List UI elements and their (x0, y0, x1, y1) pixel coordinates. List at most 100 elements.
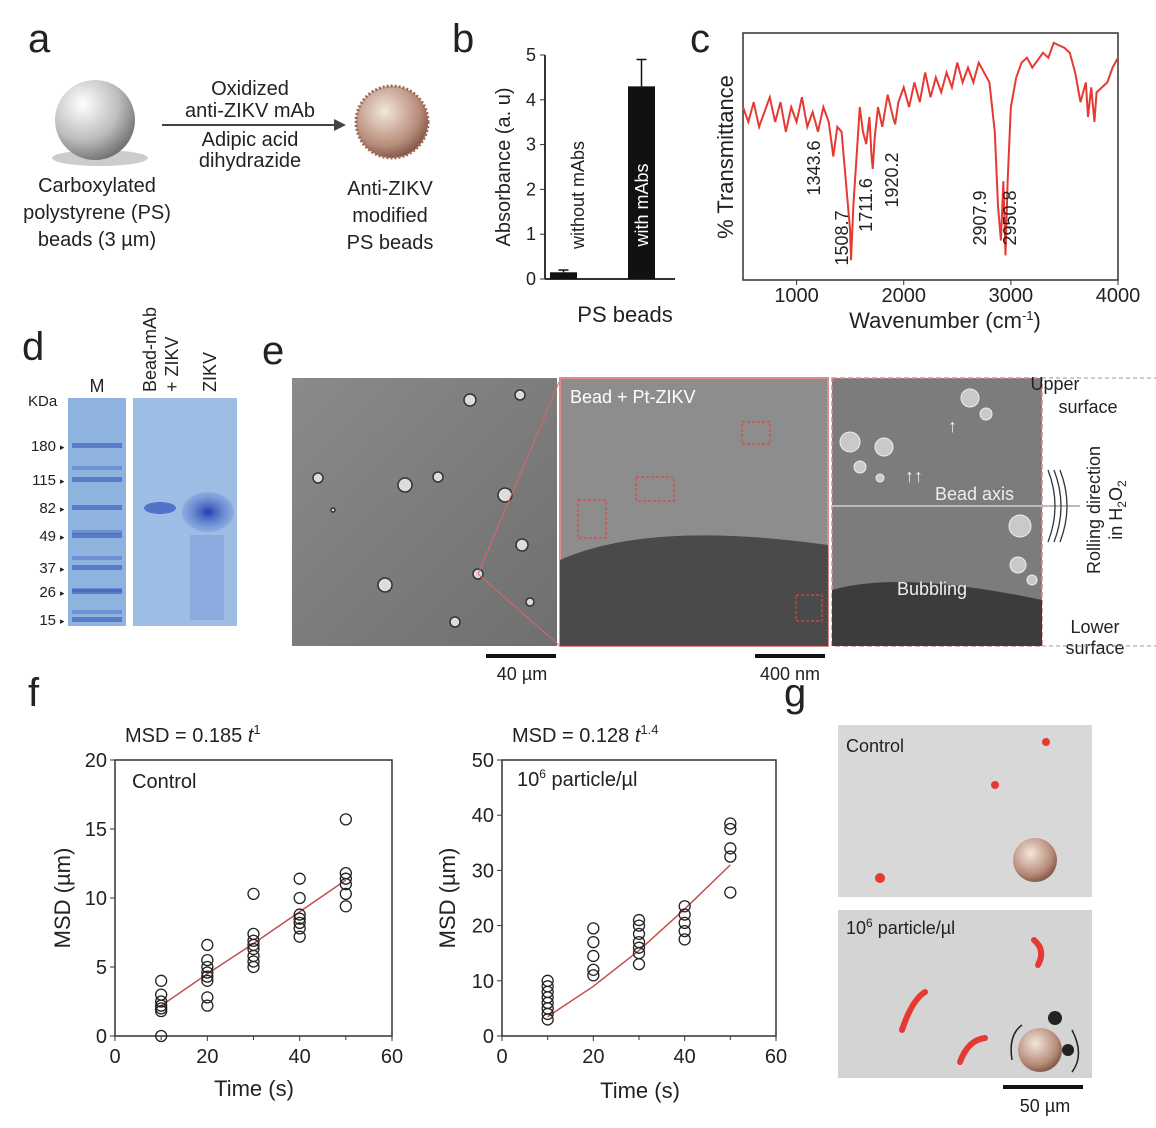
f-left-data-point (155, 988, 168, 1001)
f-left-data-point (201, 960, 214, 974)
f-left-data-point (293, 908, 306, 921)
c-peak-label: 1920.2 (882, 152, 902, 207)
right-caption-2: modified (352, 205, 428, 227)
f-right-data-point (724, 817, 737, 830)
gel-marker-band (72, 466, 122, 470)
bubble (1062, 1044, 1074, 1056)
f-right-data-point (541, 980, 554, 993)
b-y-tick-label: 5 (526, 45, 536, 65)
f-left-y-tick-label: 5 (96, 957, 107, 979)
bubbles (839, 388, 1038, 586)
gel-marker-band (72, 565, 122, 570)
marker-arrow-icon: ▸ (60, 588, 65, 598)
lane-label-m: M (90, 376, 105, 396)
lane-label-zikv: ZIKV (200, 352, 220, 392)
marker-arrow-icon: ▸ (60, 532, 65, 542)
gel-marker-band (72, 556, 122, 560)
f-left-data-point (247, 942, 260, 956)
f-left-data-point (247, 934, 260, 947)
arrow-head-icon (334, 119, 346, 131)
f-left-data-point (201, 970, 214, 983)
gel-marker-band (72, 530, 122, 534)
left-caption-2: polystyrene (PS) (23, 202, 171, 224)
c-x-tick-label: 1000 (774, 285, 819, 307)
f-left-y-label: MSD (µm) (50, 848, 75, 949)
sem-roi-boxes (577, 421, 823, 622)
sem-bubbling-edge (832, 582, 1042, 646)
panel-d-gel: KDa M Bead-mAb + ZIKV ZIKV 180 ▸ 115 ▸ 82 ▸ 49… (28, 307, 237, 629)
panel-f-msd-charts: MSD = 0.185 t1 Control MSD = 0.128 t1.4 … (50, 722, 787, 1103)
f-right-data-point (724, 842, 737, 855)
arrow-top-1: Oxidized (211, 78, 289, 100)
bead-axis-label: Bead axis (935, 484, 1014, 504)
c-y-label: % Transmittance (713, 75, 738, 239)
b-y-tick-label: 3 (526, 135, 536, 155)
gel-marker-band (72, 443, 122, 448)
f-left-annotation: Control (132, 771, 196, 793)
lane-label-bead-mab-1: Bead-mAb (140, 307, 160, 392)
ps-bead-illustration (55, 80, 135, 160)
rolling-direction-label-2: in H2O2 (1106, 480, 1129, 540)
zoom-line-top (477, 379, 561, 575)
f-left-data-point (339, 813, 352, 826)
marker-label: 180 (31, 438, 56, 455)
c-x-tick-label: 4000 (1096, 285, 1141, 307)
f-left-x-tick-label: 20 (196, 1046, 218, 1068)
gel-marker-band (72, 588, 122, 592)
panel-a: Carboxylated polystyrene (PS) beads (3 µ… (23, 78, 433, 254)
b-y-tick-label: 0 (526, 269, 536, 289)
panel-g-tracking: Control 106 particle/µl 50 µm (838, 725, 1092, 1116)
f-right-data-point (632, 913, 646, 927)
f-right-x-tick-label: 20 (582, 1046, 604, 1068)
f-right-y-tick-label: 30 (472, 860, 494, 882)
panel-label-e: e (262, 329, 284, 373)
sem-bead-edge (560, 535, 828, 646)
f-right-fit-line (547, 864, 731, 1018)
f-left-data-point (247, 887, 260, 901)
f-left-data-point (293, 916, 306, 929)
f-right-data-point (587, 936, 600, 949)
track-dot (1042, 738, 1050, 746)
sem-image-overview (292, 378, 557, 646)
marker-label: 37 (39, 560, 56, 577)
f-right-y-label: MSD (µm) (435, 848, 460, 949)
c-peak-label: 1508.7 (832, 210, 852, 265)
b-y-tick-label: 4 (526, 90, 536, 110)
f-left-y-tick-label: 15 (85, 819, 107, 841)
panel-c-ftir-chart: % Transmittance Wavenumber (cm-1) 1000 20… (713, 32, 1141, 333)
sem-beads (312, 389, 535, 628)
rolling-direction-label-1: Rolling direction (1084, 446, 1104, 574)
f-left-data-point (201, 991, 214, 1004)
f-left-x-tick-label: 40 (289, 1046, 311, 1068)
marker-label: 115 (32, 472, 56, 489)
right-caption-1: Anti-ZIKV (347, 178, 433, 200)
b-bar-label-1: with mAbs (632, 163, 652, 247)
f-left-x-tick-label: 0 (109, 1046, 120, 1068)
marker-arrow-icon: ▸ (60, 616, 65, 626)
b-bar (628, 86, 655, 279)
f-left-x-tick-label: 60 (381, 1046, 403, 1068)
gel-marker-band (72, 505, 122, 510)
lower-surface-2: surface (1065, 638, 1124, 658)
f-right-data-point (541, 974, 554, 987)
marker-arrow-icon: ▸ (60, 476, 65, 486)
gel-marker-band (72, 617, 122, 622)
left-caption-1: Carboxylated (38, 175, 156, 197)
marker-label: 26 (39, 584, 56, 601)
gel-marker-band (72, 533, 122, 538)
c-peak-label: 1343.6 (804, 140, 824, 195)
arrow-bottom-1: Adipic acid (202, 129, 299, 151)
marker-arrow-icon: ▸ (60, 442, 65, 452)
upper-surface-2: surface (1058, 397, 1117, 417)
f-right-data-point (724, 886, 737, 899)
c-x-tick-label: 3000 (989, 285, 1034, 307)
f-right-data-point (632, 927, 646, 941)
gel-marker-band (72, 589, 122, 594)
c-spectrum-line (742, 41, 1119, 261)
f-left-data-point (155, 1002, 168, 1015)
modified-bead-illustration (354, 84, 430, 160)
c-x-tick-label: 2000 (881, 285, 926, 307)
track-dot (875, 873, 885, 883)
b-y-tick-label: 1 (526, 224, 536, 244)
scale-label-50um: 50 µm (1020, 1096, 1070, 1116)
